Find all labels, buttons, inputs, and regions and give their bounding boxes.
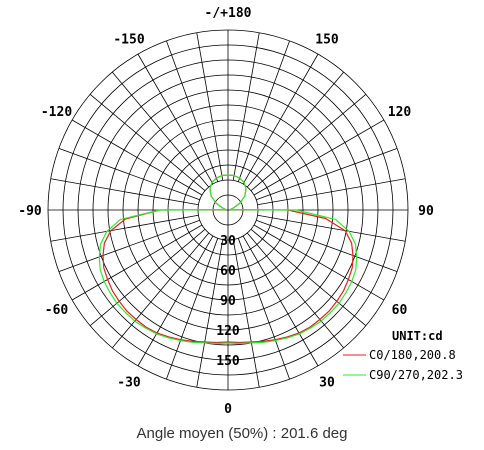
grid-spoke: [253, 119, 385, 196]
grid-spoke: [232, 32, 260, 181]
grid-spoke: [250, 93, 367, 192]
grid-spoke: [257, 178, 406, 206]
angle-label: -150: [113, 33, 144, 48]
angle-label: -120: [41, 105, 72, 120]
grid-spoke: [89, 228, 206, 327]
grid-spoke: [257, 214, 406, 242]
radial-label: 30: [220, 234, 236, 249]
legend-label-c90: C90/270,202.3: [369, 368, 463, 382]
radial-label: 60: [220, 264, 236, 279]
grid-spoke: [256, 219, 398, 272]
angle-label: -/+180: [205, 6, 252, 21]
grid-spoke: [89, 93, 206, 192]
grid-spoke: [237, 238, 290, 380]
grid-spoke: [58, 219, 200, 272]
radial-label: 120: [216, 324, 240, 339]
grid-spoke: [196, 239, 224, 388]
mean-angle-caption: Angle moyen (50%) : 201.6 deg: [136, 425, 348, 442]
legend-label-c0: C0/180,200.8: [369, 348, 456, 362]
angle-label: 0: [224, 402, 232, 417]
radial-tick-labels: 30 60 90 120 150: [216, 234, 240, 369]
grid-spoke: [50, 178, 199, 206]
grid-spoke: [137, 53, 214, 185]
grid-spoke: [253, 224, 385, 301]
angle-tick-labels: -/+180 150 120 90 60 30 0 -30 -60 -90 -120 -150: [18, 6, 434, 417]
angle-label: 30: [319, 376, 335, 391]
angle-label: 150: [315, 33, 339, 48]
angle-label: -60: [45, 303, 69, 318]
grid-spoke: [111, 232, 210, 349]
angular-grid: [48, 30, 408, 390]
angle-label: -90: [18, 204, 42, 219]
radial-label: 90: [220, 294, 236, 309]
series-curve-1: [98, 174, 358, 345]
angle-label: -30: [117, 376, 141, 391]
grid-spoke: [246, 232, 345, 349]
grid-spoke: [58, 148, 200, 201]
angle-label: 120: [388, 105, 412, 120]
grid-spoke: [242, 235, 319, 367]
grid-spoke: [246, 71, 345, 188]
grid-spoke: [50, 214, 199, 242]
grid-spoke: [137, 235, 214, 367]
series-layer: [98, 174, 358, 345]
angle-label: 60: [392, 303, 408, 318]
legend-unit: UNIT:cd: [392, 329, 443, 343]
grid-spoke: [237, 40, 290, 182]
radial-label: 150: [216, 354, 240, 369]
grid-spoke: [256, 148, 398, 201]
legend: UNIT:cd C0/180,200.8 C90/270,202.3: [343, 329, 463, 382]
grid-spoke: [111, 71, 210, 188]
grid-spoke: [242, 53, 319, 185]
grid-spoke: [250, 228, 367, 327]
grid-spoke: [71, 224, 203, 301]
grid-spoke: [232, 239, 260, 388]
grid-spoke: [166, 238, 219, 380]
grid-spoke: [71, 119, 203, 196]
grid-spoke: [196, 32, 224, 181]
angle-label: 90: [418, 204, 434, 219]
grid-spoke: [166, 40, 219, 182]
